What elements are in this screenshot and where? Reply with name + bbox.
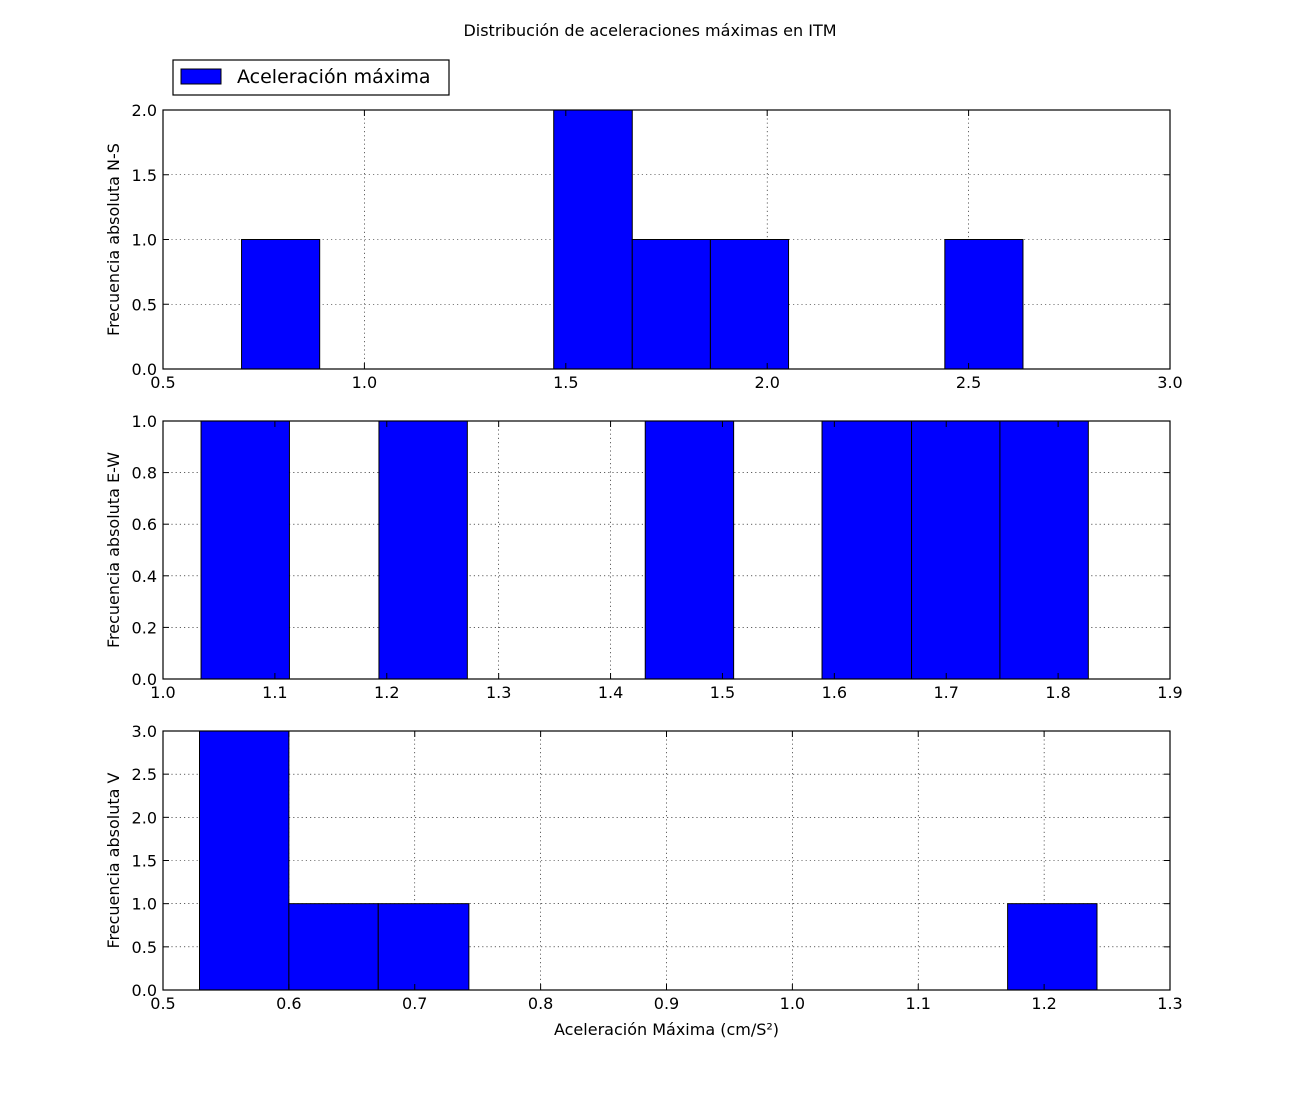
histogram-bar-v [377,903,470,991]
y-tick-label: 0.5 [132,938,157,957]
y-tick-label: 2.0 [132,101,157,120]
y-tick-label: 2.5 [132,765,157,784]
legend: Aceleración máxima [172,59,450,96]
x-tick-label: 1.3 [1157,994,1182,1013]
histogram-bar-ns [709,239,790,370]
x-tick-label: 2.5 [956,373,981,392]
x-tick-label: 1.2 [1031,994,1056,1013]
histogram-bar-ew [200,420,290,680]
histogram-panel-ew: 1.0 1.1 1.2 1.3 1.4 1.5 1.6 1.7 1.8 1.9 0.0 0.2 0.4 0… [104,412,1183,702]
x-tick-label: 1.0 [352,373,377,392]
y-tick-label: 0.0 [132,981,157,1000]
x-axis-label-v: Aceleración Máxima (cm/S²) [554,1020,779,1039]
histogram-bar-ew [378,420,468,680]
y-tick-label: 1.0 [132,895,157,914]
x-tick-label: 1.7 [933,683,958,702]
x-tick-label: 0.5 [150,373,175,392]
histogram-bar-ns [241,239,321,370]
x-tick-label: 1.0 [150,683,175,702]
x-tick-label: 3.0 [1157,373,1182,392]
histogram-bar-ew [911,420,1001,680]
y-tick-label: 1.0 [132,231,157,250]
histogram-bar-v [288,903,379,991]
y-tick-label: 0.5 [132,295,157,314]
x-tick-label: 0.9 [654,994,679,1013]
figure-title: Distribución de aceleraciones máximas en… [463,21,836,40]
y-axis-label-ew: Frecuencia absoluta E-W [104,452,123,648]
histogram-panel-v: 0.5 0.6 0.7 0.8 0.9 1.0 1.1 1.2 1.30.00.51.01.52… [104,722,1183,1039]
histogram-bar-v [199,730,290,991]
x-tick-label: 0.5 [150,994,175,1013]
x-tick-label: 1.3 [486,683,511,702]
histogram-panel-ns: 0.5 1.0 1.5 2.0 2.5 3.00.00.51.01.52.0Frecuen… [104,101,1183,392]
histogram-bar-ns [553,109,633,370]
y-tick-label: 3.0 [132,722,157,741]
y-tick-label: 0.8 [132,464,157,483]
x-tick-label: 1.5 [710,683,735,702]
y-tick-label: 0.0 [132,670,157,689]
x-tick-label: 2.0 [754,373,779,392]
x-tick-label: 0.6 [276,994,301,1013]
x-tick-label: 0.8 [528,994,553,1013]
y-tick-label: 1.5 [132,166,157,185]
y-tick-label: 0.0 [132,360,157,379]
histogram-bar-ew [999,420,1089,680]
x-tick-label: 1.6 [822,683,847,702]
x-tick-label: 1.4 [598,683,623,702]
histogram-bar-ew [821,420,913,680]
histogram-bar-ns [631,239,711,370]
y-tick-label: 0.2 [132,618,157,637]
x-tick-label: 1.0 [780,994,805,1013]
y-tick-label: 2.0 [132,808,157,827]
histogram-bar-v [1007,903,1098,991]
histogram-bar-ns [944,239,1024,370]
x-tick-label: 1.1 [906,994,931,1013]
x-tick-label: 1.5 [553,373,578,392]
y-tick-label: 0.4 [132,567,157,586]
histogram-bar-ew [644,420,735,680]
x-tick-label: 0.7 [402,994,427,1013]
y-tick-label: 1.0 [132,412,157,431]
x-tick-label: 1.2 [374,683,399,702]
legend-swatch [180,68,222,85]
y-axis-label-ns: Frecuencia absoluta N-S [104,143,123,336]
legend-label: Aceleración máxima [237,66,430,88]
axes-frame-ew [162,420,1171,680]
x-tick-label: 1.8 [1045,683,1070,702]
x-tick-label: 1.9 [1157,683,1182,702]
x-tick-label: 1.1 [262,683,287,702]
y-tick-label: 0.6 [132,515,157,534]
y-tick-label: 1.5 [132,852,157,871]
y-axis-label-v: Frecuencia absoluta V [104,772,123,948]
